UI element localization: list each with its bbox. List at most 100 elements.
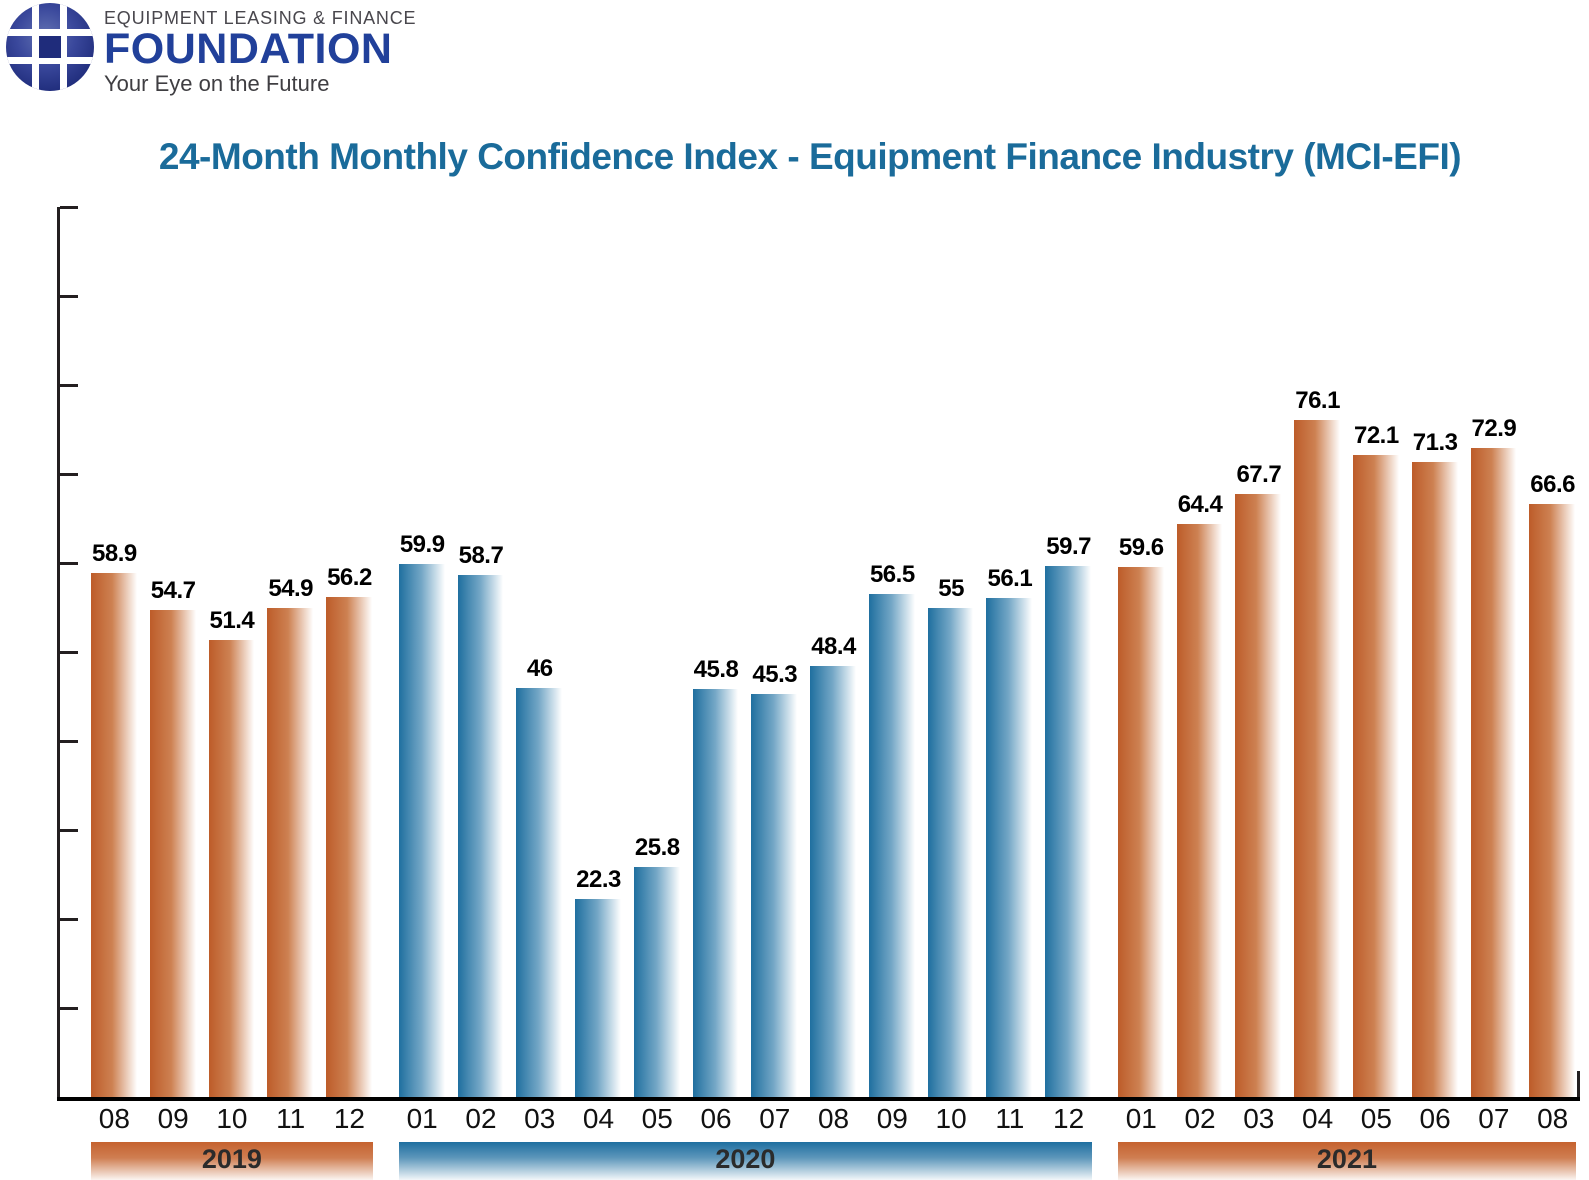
logo-tagline: Your Eye on the Future — [104, 71, 330, 96]
below-group-2020: 01 02 03 04 05 06 07 08 09 10 11 12 2020 — [398, 1101, 1092, 1180]
bar-value-label: 59.9 — [399, 530, 445, 558]
bars-row: 59.9 58.7 46 22.3 25.8 45.8 45.3 48.4 56.5 55 56.1… — [398, 207, 1092, 1097]
year-label: 2019 — [201, 1144, 262, 1174]
month-label: 05 — [1360, 1103, 1392, 1134]
month-label: 06 — [700, 1103, 732, 1134]
bar-value-label: 51.4 — [209, 606, 255, 634]
month-label: 10 — [935, 1103, 967, 1134]
bar-slot: 56.5 — [868, 207, 916, 1097]
bar-value-label: 71.3 — [1412, 429, 1458, 457]
bar-slot: 76.1 — [1294, 207, 1341, 1097]
chart-title: 24-Month Monthly Confidence Index - Equi… — [158, 136, 1462, 177]
bar-slot: 71.3 — [1411, 207, 1459, 1097]
bar-2020-06: 45.8 — [692, 656, 740, 1097]
bar-2020-03: 46 — [516, 655, 564, 1097]
bar-value-label: 72.1 — [1353, 422, 1399, 450]
y-tick — [60, 1007, 78, 1010]
bar-2019-11: 54.9 — [267, 575, 315, 1097]
bar-slot: 72.1 — [1352, 207, 1400, 1097]
month-label: 07 — [1478, 1103, 1510, 1134]
month-label: 09 — [157, 1103, 189, 1134]
month-label: 01 — [406, 1103, 438, 1134]
x-axis — [57, 1097, 1580, 1101]
bar-value-label: 54.9 — [268, 575, 314, 603]
y-tick — [60, 384, 78, 387]
bar-slot: 56.1 — [986, 207, 1034, 1097]
bar-2020-09: 56.5 — [868, 561, 916, 1097]
bar-slot: 54.7 — [149, 207, 197, 1097]
bar-slot: 58.7 — [457, 207, 505, 1097]
bar-slot: 56.2 — [326, 207, 373, 1097]
bar-slot: 59.7 — [1045, 207, 1092, 1097]
foundation-logo: EQUIPMENT LEASING & FINANCE FOUNDATION Y… — [6, 3, 416, 95]
plot-area: 58.9 54.7 51.4 54.9 56.2 59.9 58.7 46 22.3 25.8 45… — [57, 206, 1580, 1101]
below-group-2021: 01 02 03 04 05 06 07 08 2021 — [1117, 1101, 1576, 1180]
below-group-2019: 08 09 10 11 12 2019 — [91, 1101, 373, 1180]
bar-slot: 55 — [927, 207, 975, 1097]
bar-groups: 58.9 54.7 51.4 54.9 56.2 59.9 58.7 46 22.3 25.8 45… — [57, 207, 1580, 1097]
month-label: 11 — [995, 1103, 1025, 1134]
month-label: 02 — [1184, 1103, 1216, 1134]
bar-value-label: 64.4 — [1177, 490, 1223, 518]
bar-2021-05: 72.1 — [1352, 422, 1400, 1097]
bar-value-label: 55 — [938, 574, 964, 602]
month-label: 03 — [1243, 1103, 1275, 1134]
month-label: 05 — [641, 1103, 673, 1134]
bar-value-label: 76.1 — [1295, 386, 1340, 414]
bar-2021-03: 67.7 — [1235, 461, 1283, 1097]
x-axis-end-tick — [1577, 1071, 1580, 1097]
bar-slot: 58.9 — [91, 207, 138, 1097]
bar-slot: 45.3 — [751, 207, 799, 1097]
month-label: 08 — [1537, 1103, 1569, 1134]
bar-slot: 25.8 — [633, 207, 681, 1097]
bar-2021-07: 72.9 — [1470, 415, 1518, 1097]
y-tick — [60, 918, 78, 921]
bar-value-label: 56.2 — [327, 563, 372, 591]
year-band-2021: 2021 — [1117, 1142, 1576, 1180]
bar-value-label: 45.3 — [752, 660, 798, 688]
y-axis — [57, 207, 60, 1097]
bar-2020-01: 59.9 — [398, 531, 446, 1097]
bar-2020-04: 22.3 — [575, 866, 622, 1097]
bar-slot: 48.4 — [810, 207, 857, 1097]
bar-chart: 58.9 54.7 51.4 54.9 56.2 59.9 58.7 46 22.3 25.8 45… — [57, 206, 1580, 1180]
bar-value-label: 72.9 — [1471, 415, 1517, 443]
y-tick — [60, 473, 78, 476]
month-label: 07 — [759, 1103, 791, 1134]
bar-slot: 64.4 — [1176, 207, 1224, 1097]
bar-2020-08: 48.4 — [810, 633, 857, 1097]
bar-value-label: 25.8 — [634, 834, 680, 862]
bar-value-label: 22.3 — [576, 865, 621, 893]
bars-row: 59.6 64.4 67.7 76.1 72.1 71.3 72.9 66.6 — [1117, 207, 1577, 1097]
year-group-2020: 59.9 58.7 46 22.3 25.8 45.8 45.3 48.4 56.5 55 56.1… — [398, 207, 1092, 1097]
bar-2019-08: 58.9 — [91, 540, 138, 1097]
bar-2021-01: 59.6 — [1117, 534, 1165, 1097]
bar-2021-08: 66.6 — [1529, 471, 1577, 1097]
y-tick — [60, 740, 78, 743]
bar-2019-12: 56.2 — [326, 564, 373, 1097]
month-label: 08 — [817, 1103, 850, 1134]
month-label: 04 — [582, 1103, 615, 1134]
bar-slot: 67.7 — [1235, 207, 1283, 1097]
month-labels-row: 01 02 03 04 05 06 07 08 — [1118, 1103, 1576, 1139]
bar-slot: 72.9 — [1470, 207, 1518, 1097]
bar-2021-04: 76.1 — [1294, 387, 1341, 1097]
month-label: 06 — [1419, 1103, 1451, 1134]
bar-2020-02: 58.7 — [457, 542, 505, 1097]
month-label: 01 — [1125, 1103, 1157, 1134]
year-group-2019: 58.9 54.7 51.4 54.9 56.2 — [91, 207, 373, 1097]
month-label: 12 — [333, 1103, 366, 1134]
bar-value-label: 46 — [526, 654, 553, 682]
bar-value-label: 58.9 — [92, 539, 137, 567]
year-group-2021: 59.6 64.4 67.7 76.1 72.1 71.3 72.9 66.6 — [1117, 207, 1577, 1097]
globe-icon — [6, 3, 94, 91]
bar-slot: 22.3 — [575, 207, 622, 1097]
bar-slot: 59.9 — [398, 207, 446, 1097]
x-axis-labels-and-year-bands: 08 09 10 11 12 2019 01 02 03 04 05 06 07 08 09 10 11 12 20… — [57, 1101, 1580, 1180]
y-tick — [60, 206, 78, 209]
year-band-2020: 2020 — [398, 1142, 1092, 1180]
bar-slot: 51.4 — [208, 207, 256, 1097]
bar-slot: 46 — [516, 207, 564, 1097]
bar-value-label: 56.5 — [869, 561, 915, 589]
